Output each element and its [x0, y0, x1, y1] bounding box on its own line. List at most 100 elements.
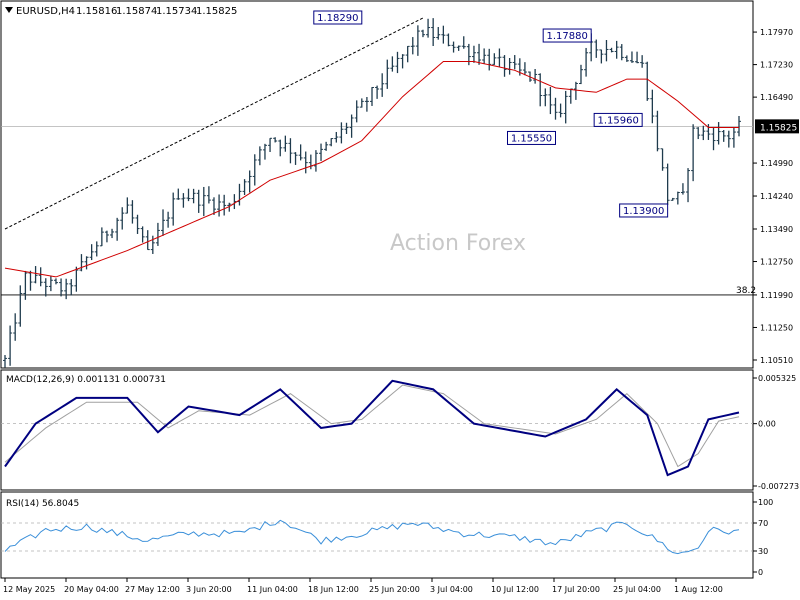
ohlc-bar — [370, 86, 374, 106]
time-tick-label: 11 Jun 04:00 — [247, 585, 298, 594]
ohlc-bar — [563, 90, 568, 124]
ohlc-bar — [522, 62, 527, 76]
rsi-axis: 100 70 30 0 — [753, 498, 773, 577]
price-callout: 1.15550 — [507, 130, 556, 145]
ohlc-bar — [257, 146, 262, 166]
ohlc-bar — [298, 144, 303, 161]
ohlc-bar — [115, 217, 120, 241]
time-tick-label: 17 Jul 20:00 — [552, 585, 600, 594]
ohlc-bar — [191, 188, 196, 204]
svg-text:1.15960: 1.15960 — [597, 115, 638, 126]
ohlc-bar — [273, 137, 278, 143]
ohlc-bar — [477, 43, 482, 65]
header-high: 1.15874 — [116, 6, 157, 17]
ohlc-bar — [696, 127, 701, 140]
ohlc-bar — [609, 47, 614, 53]
ohlc-bar — [13, 313, 18, 341]
ohlc-bar — [553, 97, 558, 120]
ohlc-bar — [619, 44, 624, 61]
ohlc-bar — [313, 150, 318, 172]
ohlc-bar — [293, 152, 298, 165]
ohlc-bar — [614, 40, 619, 59]
ohlc-bar — [405, 45, 410, 63]
time-tick-label: 25 Jul 04:00 — [613, 585, 661, 594]
ohlc-bar — [48, 275, 53, 292]
trend-line — [4, 17, 424, 230]
ohlc-bar — [635, 51, 640, 64]
rsi-tick-label: 70 — [758, 519, 768, 528]
current-price-box — [755, 119, 799, 134]
ohlc-bar — [206, 186, 211, 204]
ohlc-bar — [487, 48, 492, 71]
price-tick-label: 1.16490 — [760, 93, 793, 102]
ohlc-bar — [303, 151, 308, 174]
ohlc-bar — [594, 39, 599, 58]
ohlc-bar — [655, 110, 660, 152]
ohlc-bar — [568, 88, 573, 104]
ohlc-bar — [334, 131, 339, 143]
svg-text:1.15550: 1.15550 — [511, 133, 552, 144]
price-callout: 1.13900 — [619, 203, 669, 218]
price-tick-label: 1.11990 — [760, 291, 793, 300]
ohlc-bar — [283, 135, 288, 152]
ohlc-bar — [431, 18, 436, 46]
ohlc-bar — [390, 56, 395, 72]
ohlc-bar — [548, 86, 553, 115]
ohlc-bar — [252, 154, 257, 186]
ohlc-bar — [217, 194, 222, 217]
ohlc-bar — [497, 48, 502, 67]
price-callout: 1.18290 — [313, 10, 363, 25]
ohlc-bar — [120, 207, 125, 230]
ohlc-bar — [278, 139, 283, 157]
header-close: 1.15825 — [196, 6, 237, 17]
ohlc-bar — [339, 122, 344, 144]
ohlc-bar — [130, 200, 135, 224]
ohlc-bar — [3, 355, 7, 368]
ohlc-bar — [18, 285, 23, 327]
ohlc-bar — [140, 226, 145, 243]
ohlc-bar — [349, 114, 354, 138]
dropdown-triangle-icon[interactable] — [5, 7, 13, 13]
price-pane: Action Forex EURUSD,H4 1.15816 1.15874 1… — [0, 0, 799, 369]
price-pane-frame — [0, 0, 754, 369]
candles — [3, 18, 741, 368]
ohlc-bar — [726, 130, 731, 148]
macd-tick-label: -0.007273 — [758, 482, 799, 491]
time-axis: 12 May 2025 20 May 04:00 27 May 12:00 3 Jun… — [3, 578, 723, 594]
ohlc-bar — [711, 127, 716, 151]
ohlc-header: EURUSD,H4 1.15816 1.15874 1.15734 1.1582… — [5, 6, 237, 17]
price-tick-label: 1.13490 — [760, 225, 793, 234]
ohlc-bar — [599, 49, 604, 64]
ohlc-bar — [573, 81, 578, 100]
rsi-line — [4, 519, 740, 555]
ohlc-bar — [262, 143, 267, 160]
ohlc-bar — [28, 270, 33, 291]
rsi-tick-label: 0 — [758, 568, 763, 577]
price-callouts: 1.18290 1.17880 1.15960 1.15550 1.13900 — [313, 10, 669, 218]
ohlc-bar — [660, 148, 665, 171]
macd-title: MACD(12,26,9) 0.001131 0.000731 — [6, 375, 166, 385]
svg-text:1.13900: 1.13900 — [623, 206, 664, 217]
ohlc-bar — [680, 183, 685, 195]
price-tick-label: 1.14240 — [760, 192, 793, 201]
fib-label: 38.2 — [736, 286, 756, 296]
ohlc-bar — [691, 124, 696, 182]
ohlc-bar — [538, 73, 543, 107]
rsi-tick-label: 100 — [758, 498, 773, 507]
ohlc-bar — [74, 266, 79, 292]
price-tick-label: 1.14990 — [760, 159, 793, 168]
ohlc-bar — [227, 202, 232, 212]
moving-average-line — [4, 61, 739, 278]
ohlc-bar — [737, 116, 741, 137]
ohlc-bar — [23, 270, 28, 300]
price-axis: 1.17970 1.17230 1.16490 1.15825 1.14990 1.142… — [753, 28, 799, 365]
ohlc-bar — [721, 130, 726, 142]
ohlc-bar — [8, 325, 13, 366]
price-tick-label: 1.12750 — [760, 258, 793, 267]
ohlc-bar — [359, 98, 364, 108]
time-tick-label: 18 Jun 12:00 — [308, 585, 359, 594]
svg-text:1.18290: 1.18290 — [317, 13, 358, 24]
ohlc-bar — [502, 55, 507, 77]
ohlc-bar — [584, 47, 589, 77]
